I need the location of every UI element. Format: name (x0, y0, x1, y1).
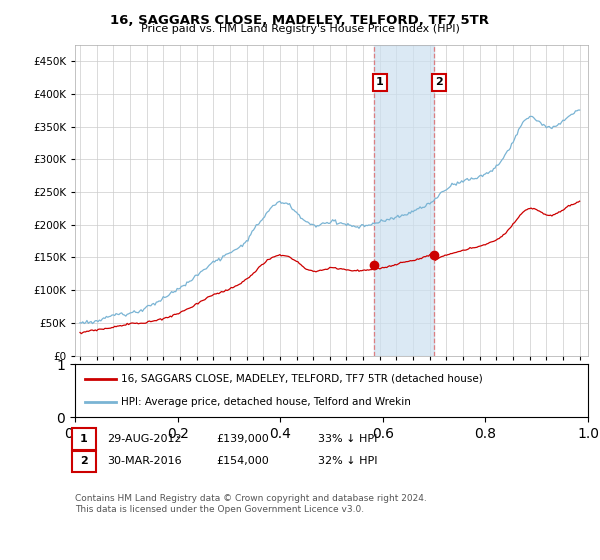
FancyBboxPatch shape (72, 451, 96, 472)
Text: 32% ↓ HPI: 32% ↓ HPI (318, 456, 377, 466)
Text: Contains HM Land Registry data © Crown copyright and database right 2024.
This d: Contains HM Land Registry data © Crown c… (75, 494, 427, 514)
Text: 1: 1 (80, 434, 88, 444)
FancyBboxPatch shape (72, 428, 96, 450)
Text: 30-MAR-2016: 30-MAR-2016 (107, 456, 181, 466)
Text: 16, SAGGARS CLOSE, MADELEY, TELFORD, TF7 5TR: 16, SAGGARS CLOSE, MADELEY, TELFORD, TF7… (110, 14, 490, 27)
Text: HPI: Average price, detached house, Telford and Wrekin: HPI: Average price, detached house, Telf… (121, 397, 411, 407)
Text: Price paid vs. HM Land Registry's House Price Index (HPI): Price paid vs. HM Land Registry's House … (140, 24, 460, 34)
Text: 33% ↓ HPI: 33% ↓ HPI (318, 434, 377, 444)
Bar (374, 45, 434, 356)
Text: 16, SAGGARS CLOSE, MADELEY, TELFORD, TF7 5TR (detached house): 16, SAGGARS CLOSE, MADELEY, TELFORD, TF7… (121, 374, 483, 384)
Text: 2: 2 (436, 77, 443, 87)
Text: 29-AUG-2012: 29-AUG-2012 (107, 434, 181, 444)
Text: 1: 1 (376, 77, 383, 87)
Text: 2: 2 (80, 456, 88, 466)
Text: £154,000: £154,000 (216, 456, 269, 466)
Text: £139,000: £139,000 (216, 434, 269, 444)
